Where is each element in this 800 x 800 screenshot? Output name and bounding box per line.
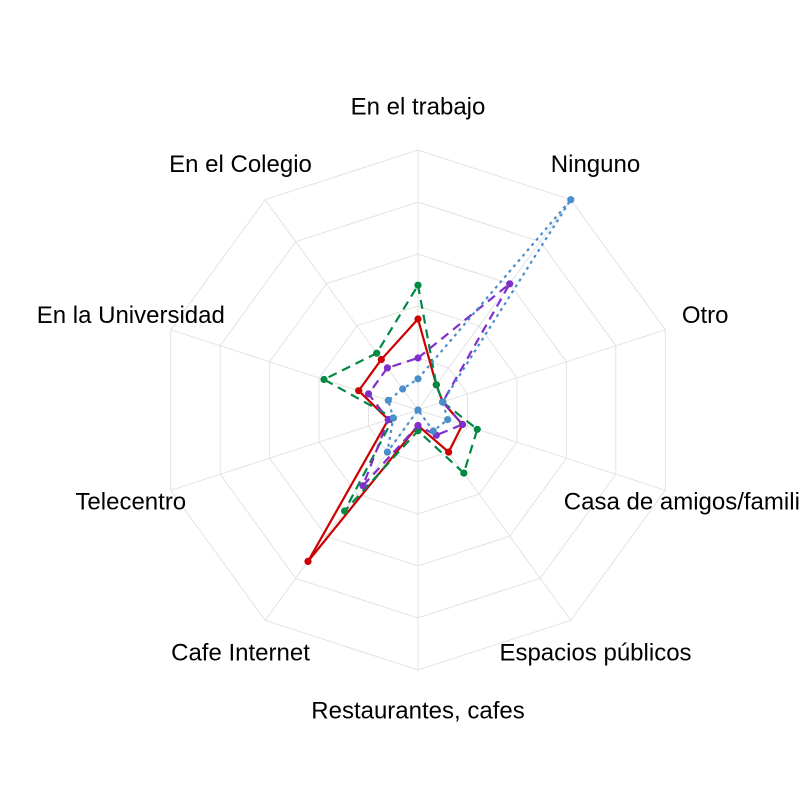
data-point — [355, 387, 363, 395]
data-point — [439, 398, 447, 406]
series-group — [320, 281, 481, 515]
grid-spoke — [170, 329, 419, 411]
data-point — [320, 375, 328, 384]
grid-spoke — [264, 409, 419, 621]
data-point — [444, 416, 452, 424]
data-point — [414, 354, 422, 362]
grid-spoke — [417, 409, 666, 491]
grid-spoke — [264, 199, 419, 411]
data-point — [473, 425, 481, 433]
data-point — [429, 427, 437, 435]
data-point — [377, 355, 385, 364]
data-point — [445, 448, 453, 456]
data-point — [383, 448, 391, 456]
data-point — [364, 390, 373, 398]
data-point — [414, 281, 422, 289]
data-point — [567, 196, 575, 204]
data-point — [458, 420, 467, 429]
axis-label: Telecentro — [75, 489, 186, 516]
axis-label: Ninguno — [551, 151, 640, 178]
grid-spoke — [170, 409, 419, 491]
axis-label: Cafe Internet — [171, 640, 310, 667]
data-point — [373, 349, 381, 357]
data-point — [414, 406, 422, 414]
data-point — [399, 385, 407, 393]
data-point — [414, 315, 422, 323]
data-point — [359, 482, 367, 490]
data-point — [383, 364, 391, 372]
axis-label: Otro — [682, 302, 729, 329]
radar-series — [304, 196, 575, 566]
radar-grid — [170, 149, 666, 671]
series-group — [304, 315, 467, 566]
axis-label: En el Colegio — [169, 151, 312, 178]
data-point — [341, 507, 349, 515]
axis-label: Espacios públicos — [499, 640, 691, 667]
series-group — [359, 280, 514, 490]
data-point — [384, 396, 392, 404]
data-point — [414, 375, 422, 383]
data-point — [460, 469, 468, 477]
axis-label: Casa de amigos/familiares — [564, 489, 800, 516]
grid-spoke — [417, 409, 572, 621]
grid-spoke — [417, 329, 666, 411]
data-point — [506, 280, 514, 288]
series-group — [383, 196, 575, 456]
axis-labels: En el trabajo Ninguno Otro Casa de amigos/f… — [37, 93, 800, 724]
axis-label: En la Universidad — [37, 302, 225, 329]
data-point — [304, 557, 312, 566]
data-point — [389, 414, 397, 422]
grid-spoke — [417, 199, 572, 411]
data-point — [414, 422, 422, 430]
axis-label: Restaurantes, cafes — [311, 697, 524, 724]
data-point — [432, 381, 440, 389]
axis-label: En el trabajo — [351, 93, 486, 120]
